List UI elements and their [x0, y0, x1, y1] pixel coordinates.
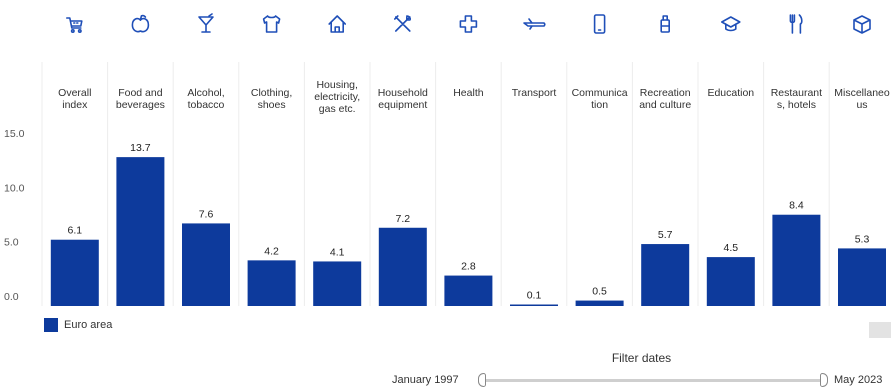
- category-label: Overall index: [58, 87, 91, 111]
- filter-start-date: January 1997: [392, 374, 459, 386]
- bar[interactable]: [444, 275, 493, 306]
- y-tick-label: 0.0: [4, 291, 19, 303]
- bar[interactable]: [772, 214, 821, 306]
- horizontal-scrollbar-thumb[interactable]: [869, 322, 891, 338]
- phone-icon: [593, 14, 606, 34]
- bar[interactable]: [706, 257, 755, 306]
- data-label: 7.2: [395, 213, 410, 225]
- data-label: 8.4: [789, 200, 804, 212]
- cart-icon: [66, 17, 83, 34]
- bar[interactable]: [247, 260, 296, 306]
- y-tick-label: 5.0: [4, 237, 19, 249]
- legend: Euro area: [44, 318, 112, 332]
- data-label: 7.6: [199, 208, 214, 220]
- bar[interactable]: [575, 300, 624, 306]
- plane-icon: [523, 18, 546, 30]
- legend-label: Euro area: [64, 319, 113, 331]
- filter-dates-title: Filter dates: [611, 351, 672, 365]
- inflation-chart: 0.0 5.0 10.0 15.0 6.1 13.7 7.6 4.2 4.1 7.2 2.8 0.1…: [4, 13, 890, 307]
- filter-end-date: May 2023: [834, 374, 883, 386]
- data-label: 0.5: [592, 286, 607, 298]
- tools-icon: [393, 15, 411, 32]
- data-label: 5.7: [658, 229, 673, 241]
- bar[interactable]: [641, 244, 690, 306]
- data-label: 2.8: [461, 261, 476, 273]
- date-range-start-handle[interactable]: [478, 373, 486, 387]
- data-label: 4.1: [330, 246, 345, 258]
- date-range-end-handle[interactable]: [820, 373, 828, 387]
- cutlery-icon: [789, 14, 803, 34]
- bar[interactable]: [50, 239, 99, 306]
- data-label: 4.5: [723, 242, 738, 254]
- date-range-slider-track[interactable]: [484, 379, 820, 382]
- bar[interactable]: [510, 304, 558, 307]
- category-label: Miscellaneo us: [834, 87, 890, 111]
- category-label: Food and beverages: [116, 87, 165, 111]
- data-label: 5.3: [855, 233, 870, 245]
- data-label: 6.1: [67, 225, 82, 237]
- category-label: Household equipment: [378, 87, 428, 111]
- cocktail-icon: [198, 13, 214, 33]
- bar[interactable]: [182, 223, 230, 306]
- category-label: Education: [707, 87, 754, 99]
- y-tick-label: 15.0: [4, 128, 25, 140]
- shirt-icon: [262, 15, 281, 33]
- data-label: 0.1: [527, 290, 542, 302]
- house-icon: [328, 15, 347, 33]
- box-icon: [853, 15, 871, 34]
- luggage-icon: [660, 15, 671, 33]
- category-label: Recreation and culture: [639, 87, 691, 111]
- category-label: Housing, electricity, gas etc.: [314, 79, 360, 115]
- bar[interactable]: [116, 157, 165, 306]
- category-label: Health: [453, 87, 484, 99]
- category-label: Transport: [512, 87, 557, 99]
- graduation-cap-icon: [720, 16, 741, 32]
- category-label: Communica tion: [572, 87, 628, 111]
- health-cross-icon: [459, 15, 478, 33]
- data-label: 13.7: [130, 142, 151, 154]
- bar[interactable]: [838, 248, 886, 306]
- bar[interactable]: [378, 227, 427, 306]
- category-label: Alcohol, tobacco: [187, 87, 224, 111]
- bar[interactable]: [313, 261, 362, 306]
- category-label: Clothing, shoes: [251, 87, 292, 111]
- apple-icon: [131, 14, 150, 33]
- legend-swatch: [44, 318, 58, 332]
- y-tick-label: 10.0: [4, 182, 25, 194]
- category-label: Restaurant s, hotels: [771, 87, 822, 111]
- data-label: 4.2: [264, 245, 279, 257]
